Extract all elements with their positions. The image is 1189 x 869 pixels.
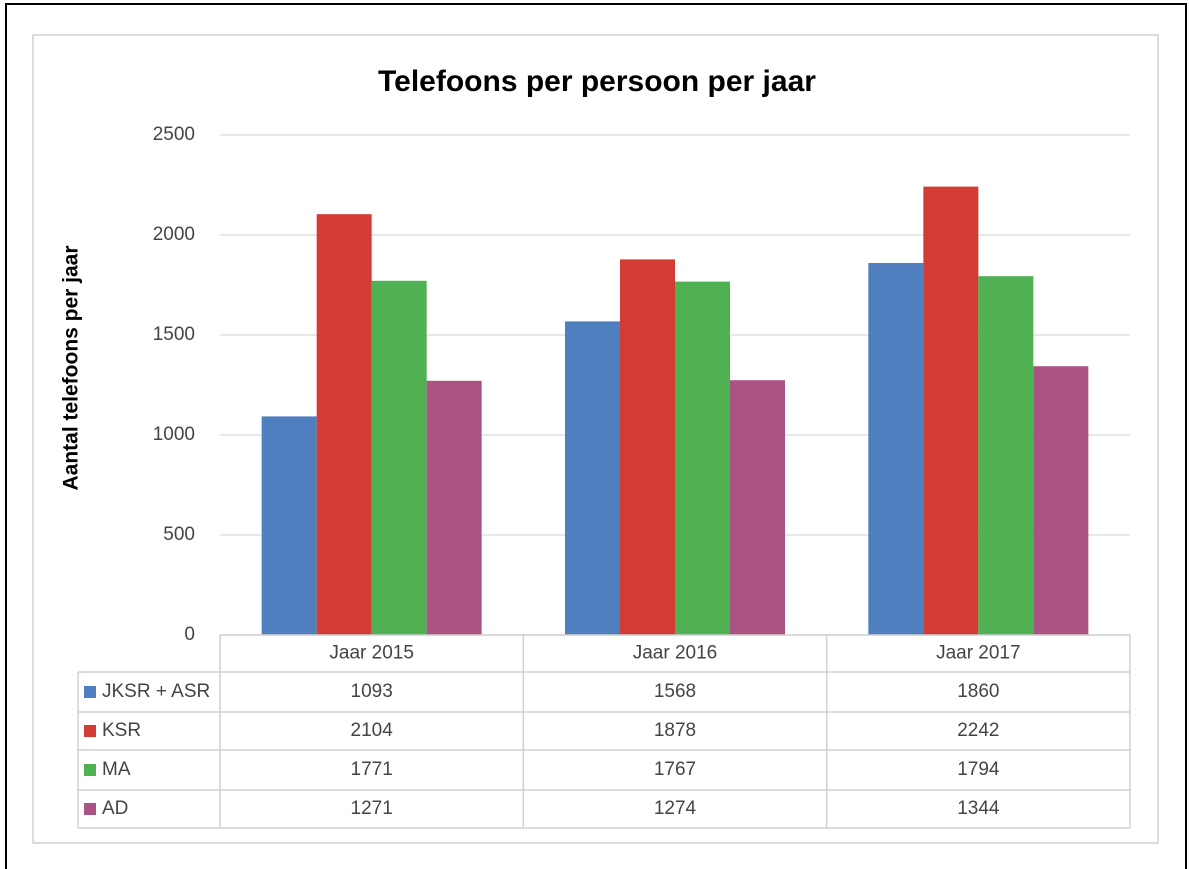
legend-swatch — [84, 803, 96, 815]
table-value: 1093 — [351, 681, 393, 702]
legend-label: AD — [102, 798, 128, 819]
chart-title: Telefoons per persoon per jaar — [378, 65, 816, 98]
bar — [316, 214, 372, 635]
legend-swatch — [84, 764, 96, 776]
table-value: 1878 — [654, 720, 696, 741]
table-value: 1344 — [957, 798, 1000, 819]
x-tick-label: Jaar 2017 — [936, 643, 1021, 664]
bar — [675, 281, 730, 635]
bar — [261, 416, 317, 635]
table-value: 1767 — [654, 759, 696, 780]
table-value: 1860 — [957, 681, 999, 702]
table-value: 1568 — [654, 681, 696, 702]
bar — [371, 280, 427, 635]
bar — [923, 186, 979, 635]
legend-label: KSR — [102, 720, 141, 741]
outer-frame — [5, 3, 1187, 869]
y-tick-label: 0 — [184, 624, 195, 645]
table-value: 1771 — [351, 759, 393, 780]
y-tick-label: 2500 — [153, 124, 195, 145]
bar — [620, 259, 675, 635]
legend-swatch — [84, 725, 96, 737]
table-value: 1794 — [957, 759, 1000, 780]
bar — [565, 321, 620, 635]
legend-label: JKSR + ASR — [102, 681, 210, 702]
table-value: 1274 — [654, 798, 697, 819]
y-tick-label: 500 — [163, 524, 195, 545]
x-tick-label: Jaar 2016 — [633, 643, 718, 664]
y-tick-label: 1500 — [153, 324, 195, 345]
table-value: 2104 — [351, 720, 394, 741]
y-tick-label: 1000 — [153, 424, 195, 445]
x-tick-label: Jaar 2015 — [329, 643, 414, 664]
table-value: 1271 — [351, 798, 393, 819]
legend-swatch — [84, 686, 96, 698]
bar — [730, 380, 785, 635]
bar — [868, 263, 924, 635]
y-axis-label: Aantal telefoons per jaar — [60, 245, 83, 490]
table-value: 2242 — [957, 720, 999, 741]
bar — [426, 380, 482, 635]
y-tick-label: 2000 — [153, 224, 195, 245]
bar — [978, 276, 1034, 635]
bar — [1033, 366, 1089, 635]
legend-label: MA — [102, 759, 131, 780]
